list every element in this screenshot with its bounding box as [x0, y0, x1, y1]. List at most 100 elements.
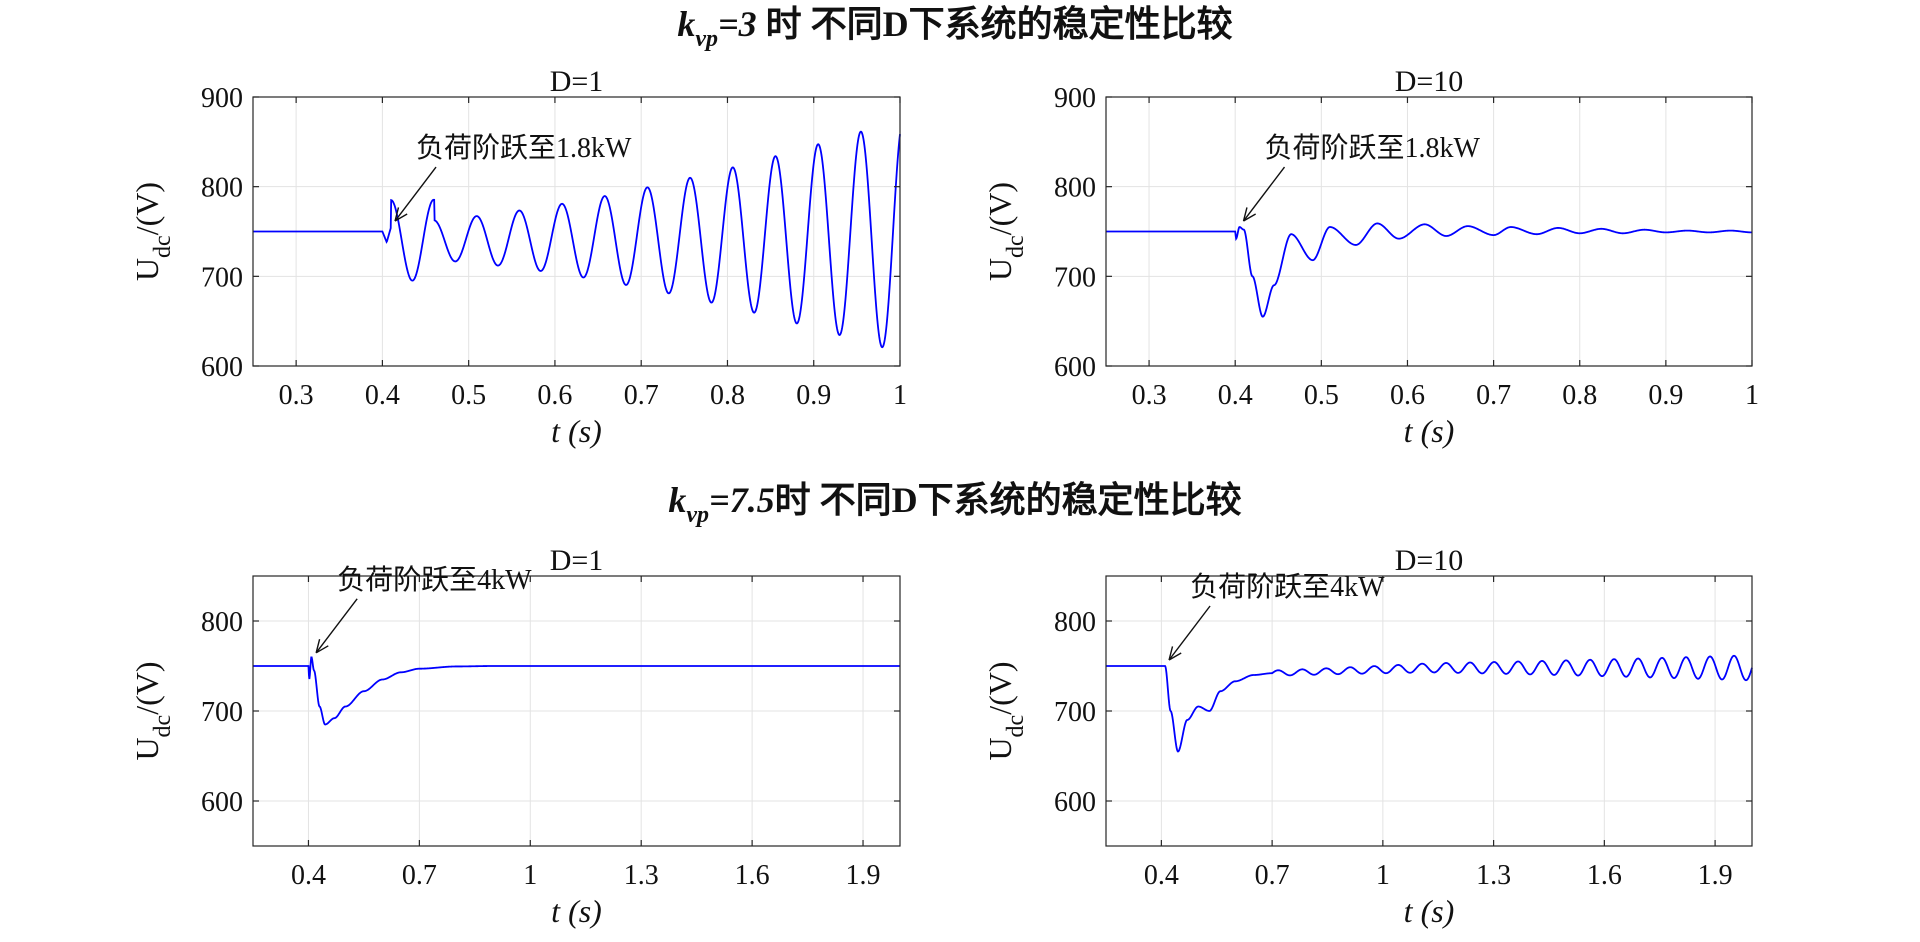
y-tick-label: 600: [1054, 787, 1096, 818]
annotation-arrow-head: [394, 207, 408, 222]
x-tick-label: 1: [893, 380, 907, 411]
y-axis-label-unit: /(V): [129, 182, 165, 235]
y-axis-label-sub: dc: [150, 715, 176, 738]
y-tick-label: 600: [1054, 352, 1096, 383]
row-title-top-k: k: [677, 4, 695, 44]
series-line-udc: [253, 656, 900, 726]
x-tick-label: 0.4: [291, 860, 326, 891]
annotation-arrow-line: [394, 166, 437, 222]
annotation-text: 负荷阶跃至4kW: [1190, 571, 1385, 603]
x-tick-label: 1: [1745, 380, 1759, 411]
x-tick-label: 0.7: [1255, 860, 1290, 891]
y-tick-label: 800: [1054, 173, 1096, 204]
y-axis-label-main: U: [129, 258, 165, 281]
x-tick-label: 0.8: [1562, 380, 1597, 411]
x-tick-label: 0.6: [1390, 380, 1425, 411]
panel-title: D=10: [1395, 65, 1464, 98]
x-tick-label: 1.3: [624, 860, 659, 891]
x-tick-label: 0.5: [1304, 380, 1339, 411]
annotation-arrow-line: [315, 598, 358, 654]
x-tick-label: 1.3: [1476, 860, 1511, 891]
x-tick-label: 0.7: [402, 860, 437, 891]
y-tick-label: 800: [1054, 607, 1096, 638]
x-axis-label: t (s): [1404, 413, 1455, 449]
annotation-text: 负荷阶跃至1.8kW: [416, 132, 632, 164]
y-axis-label-unit: /(V): [129, 661, 165, 714]
chart-panel-top-right: 0.3 0.4 0.5 0.6 0.7 0.8 0.9 1 600 700 800 900 D=10 t …: [982, 65, 1759, 449]
x-axis-label: t (s): [551, 893, 602, 929]
y-tick-label: 600: [201, 787, 243, 818]
y-tick-label: 700: [201, 697, 243, 728]
annotation-arrow-head: [315, 639, 329, 654]
y-tick-label: 700: [201, 262, 243, 293]
y-axis-label-sub: dc: [1003, 235, 1029, 258]
y-axis-label-unit: /(V): [982, 661, 1018, 714]
row-title-bottom-eq: =7.5: [709, 480, 775, 520]
y-axis-label: Udc/(V): [982, 182, 1029, 281]
row-title-bottom-sub: vp: [686, 502, 709, 528]
y-tick-label: 900: [201, 83, 243, 114]
panel-title: D=10: [1395, 544, 1464, 577]
x-tick-label: 0.5: [451, 380, 486, 411]
y-axis-label: Udc/(V): [129, 182, 176, 281]
row-title-bottom-k: k: [668, 480, 686, 520]
x-tick-label: 1.9: [846, 860, 881, 891]
x-tick-label: 0.4: [1218, 380, 1253, 411]
y-axis-label-sub: dc: [1003, 715, 1029, 738]
annotation-text: 负荷阶跃至1.8kW: [1265, 132, 1481, 164]
y-tick-label: 800: [201, 607, 243, 638]
y-tick-label: 700: [1054, 262, 1096, 293]
x-tick-label: 1.9: [1698, 860, 1733, 891]
x-tick-label: 0.7: [1476, 380, 1511, 411]
y-tick-label: 600: [201, 352, 243, 383]
series-line-udc: [1106, 222, 1753, 318]
chart-panel-top-left: 0.3 0.4 0.5 0.6 0.7 0.8 0.9 1 600 700 800 900 D=1 t (…: [129, 65, 907, 449]
x-tick-label: 0.4: [1144, 860, 1179, 891]
y-axis-label-unit: /(V): [982, 182, 1018, 235]
y-axis-label-main: U: [982, 258, 1018, 281]
y-tick-label: 800: [201, 173, 243, 204]
x-tick-label: 0.3: [279, 380, 314, 411]
axes-box: [1105, 96, 1753, 367]
x-tick-label: 1.6: [1587, 860, 1622, 891]
row-title-bottom-rest: 时 不同D下系统的稳定性比较: [775, 480, 1242, 520]
x-tick-label: 1.6: [735, 860, 770, 891]
annotation-arrow-line: [1242, 166, 1286, 222]
y-axis-label-main: U: [129, 737, 165, 760]
x-tick-label: 0.9: [1648, 380, 1683, 411]
x-tick-label: 0.7: [624, 380, 659, 411]
x-axis-label: t (s): [551, 413, 602, 449]
y-axis-label-sub: dc: [150, 235, 176, 258]
x-tick-label: 1: [523, 860, 537, 891]
x-tick-label: 0.3: [1132, 380, 1167, 411]
y-tick-label: 700: [1054, 697, 1096, 728]
x-tick-label: 0.6: [537, 380, 572, 411]
annotation-arrow-line: [1168, 605, 1211, 661]
annotation-text: 负荷阶跃至4kW: [337, 564, 532, 596]
y-axis-label: Udc/(V): [129, 661, 176, 760]
chart-panel-bottom-left: 0.4 0.7 1 1.3 1.6 1.9 600 700 800 D=1 t (s) Udc/(V)…: [129, 544, 901, 929]
annotation-arrow-head: [1242, 207, 1256, 222]
panel-title: D=1: [550, 65, 604, 98]
chart-panel-bottom-right: 0.4 0.7 1 1.3 1.6 1.9 600 700 800 D=10 t (s) Udc/(V…: [982, 544, 1753, 929]
row-title-top-sub: vp: [695, 26, 718, 52]
row-title-bottom: kvp=7.5时 不同D下系统的稳定性比较: [668, 480, 1241, 528]
row-title-top: kvp=3 时 不同D下系统的稳定性比较: [677, 4, 1232, 52]
y-axis-label-main: U: [982, 737, 1018, 760]
y-tick-label: 900: [1054, 83, 1096, 114]
panel-title: D=1: [550, 544, 604, 577]
annotation-arrow-head: [1168, 646, 1182, 661]
series-line-udc: [1106, 654, 1753, 753]
series-line-udc: [253, 130, 901, 349]
row-title-top-eq: =3: [718, 4, 757, 44]
x-axis-label: t (s): [1404, 893, 1455, 929]
x-tick-label: 0.4: [365, 380, 400, 411]
row-title-top-rest: 时 不同D下系统的稳定性比较: [757, 4, 1233, 44]
y-axis-label: Udc/(V): [982, 661, 1029, 760]
x-tick-label: 1: [1376, 860, 1390, 891]
x-tick-label: 0.9: [796, 380, 831, 411]
axes-box: [252, 96, 901, 367]
x-tick-label: 0.8: [710, 380, 745, 411]
